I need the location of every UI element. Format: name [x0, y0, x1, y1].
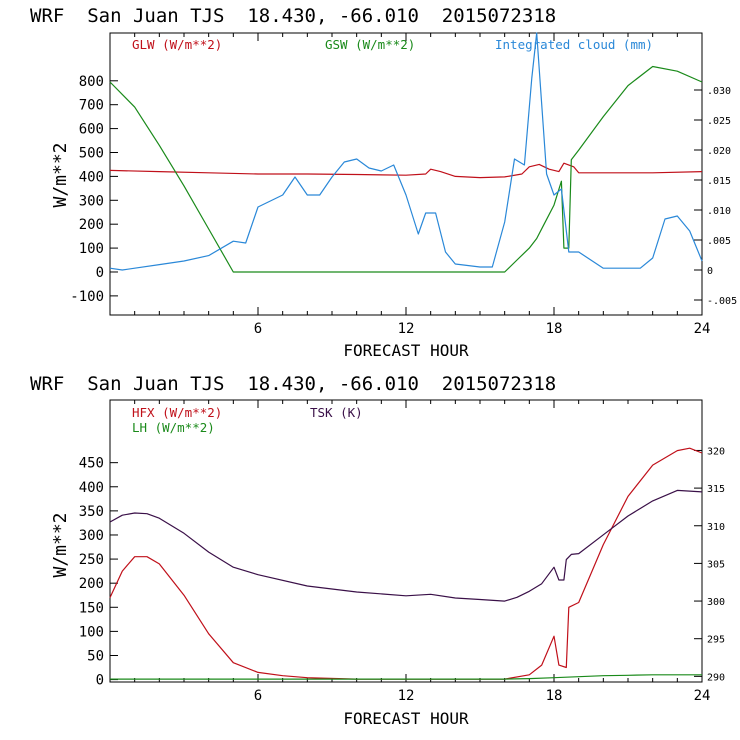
- x-tick-label: 24: [694, 321, 711, 337]
- chart-2-x-axis-label: FORECAST HOUR: [343, 709, 469, 728]
- y-tick-label: 300: [79, 193, 104, 209]
- series-line-glw: [109, 162, 703, 179]
- chart-2-legend-tsk: TSK (K): [310, 405, 363, 420]
- x-tick-label: 6: [254, 688, 262, 704]
- chart-1-legend-glw: GLW (W/m**2): [132, 37, 222, 52]
- chart-2-legend-hfx: HFX (W/m**2): [132, 405, 222, 420]
- chart-2-legend-lh: LH (W/m**2): [132, 420, 215, 435]
- chart-2-y-axis-label: W/m**2: [50, 512, 71, 577]
- y2-tick-label: 315: [707, 484, 725, 495]
- chart-2-ticks: 6 12 18 24 0 50 100 150 200 250 300 350 400 450 290 295…: [79, 400, 725, 704]
- y2-tick-label: 310: [707, 522, 725, 533]
- series-line-tsk: [109, 489, 703, 602]
- y-tick-label: 200: [79, 217, 104, 233]
- y-tick-label: 100: [79, 241, 104, 257]
- y2-tick-label: .025: [707, 116, 731, 127]
- y-tick-label: 400: [79, 480, 104, 496]
- chart-1-x-axis-label: FORECAST HOUR: [343, 341, 469, 360]
- series-line-gsw: [109, 65, 703, 273]
- y2-tick-label: .015: [707, 176, 731, 187]
- y2-tick-label: .005: [707, 236, 731, 247]
- chart-1-title: WRF San Juan TJS 18.430, -66.010 2015072…: [30, 5, 556, 27]
- y-tick-label: 400: [79, 169, 104, 185]
- y-tick-label: 350: [79, 504, 104, 520]
- y-tick-label: 600: [79, 122, 104, 138]
- y-tick-label: 150: [79, 600, 104, 616]
- y2-tick-label: .010: [707, 206, 731, 217]
- series-line-integrated: [109, 32, 703, 271]
- y-tick-label: 50: [87, 648, 104, 664]
- y2-tick-label: 300: [707, 597, 725, 608]
- y-tick-label: 250: [79, 552, 104, 568]
- y2-tick-label: 320: [707, 446, 725, 457]
- chart-1: WRF San Juan TJS 18.430, -66.010 2015072…: [30, 5, 737, 360]
- y2-tick-label: -.005: [707, 296, 737, 307]
- chart-2-plot-frame: [109, 399, 703, 683]
- series-line-hfx: [109, 447, 703, 680]
- y-tick-label: 700: [79, 98, 104, 114]
- y2-tick-label: 0: [707, 266, 713, 277]
- chart-1-legend-cloud: Integrated cloud (mm): [495, 37, 653, 52]
- series-line-lh: [110, 674, 702, 680]
- chart-1-y-axis-label: W/m**2: [50, 142, 71, 207]
- y-tick-label: 200: [79, 576, 104, 592]
- x-tick-label: 24: [694, 688, 711, 704]
- chart-1-ticks: 6 12 18 24 -100 0 100 200 300 400 500 600 700 800 -.00…: [70, 33, 737, 337]
- chart-1-series: [109, 32, 703, 273]
- y2-tick-label: 290: [707, 672, 725, 683]
- chart-2-title: WRF San Juan TJS 18.430, -66.010 2015072…: [30, 373, 556, 395]
- y-tick-label: 0: [96, 673, 104, 689]
- y2-tick-label: 305: [707, 559, 725, 570]
- y-tick-label: 500: [79, 145, 104, 161]
- y-tick-label: 300: [79, 528, 104, 544]
- y-tick-label: 0: [96, 265, 104, 281]
- x-tick-label: 12: [398, 688, 415, 704]
- y-tick-label: 450: [79, 456, 104, 472]
- chart-1-legend-gsw: GSW (W/m**2): [325, 37, 415, 52]
- chart-2-series: [109, 447, 703, 680]
- y-tick-label: 800: [79, 74, 104, 90]
- y-tick-label: -100: [70, 289, 104, 305]
- x-tick-label: 18: [546, 688, 563, 704]
- chart-2: WRF San Juan TJS 18.430, -66.010 2015072…: [30, 373, 725, 728]
- x-tick-label: 6: [254, 321, 262, 337]
- x-tick-label: 12: [398, 321, 415, 337]
- y2-tick-label: .030: [707, 86, 731, 97]
- y2-tick-label: 295: [707, 635, 725, 646]
- y2-tick-label: .020: [707, 146, 731, 157]
- chart-1-plot-frame: [109, 32, 703, 316]
- x-tick-label: 18: [546, 321, 563, 337]
- y-tick-label: 100: [79, 624, 104, 640]
